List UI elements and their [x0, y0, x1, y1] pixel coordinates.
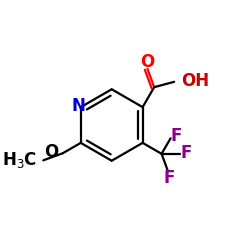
Text: N: N — [71, 97, 85, 115]
Text: O: O — [140, 53, 154, 71]
Text: F: F — [163, 168, 174, 186]
Text: F: F — [181, 144, 192, 162]
Text: H$_3$C: H$_3$C — [2, 150, 38, 170]
Text: O: O — [44, 143, 59, 161]
Text: F: F — [171, 128, 182, 146]
Text: OH: OH — [181, 72, 209, 90]
